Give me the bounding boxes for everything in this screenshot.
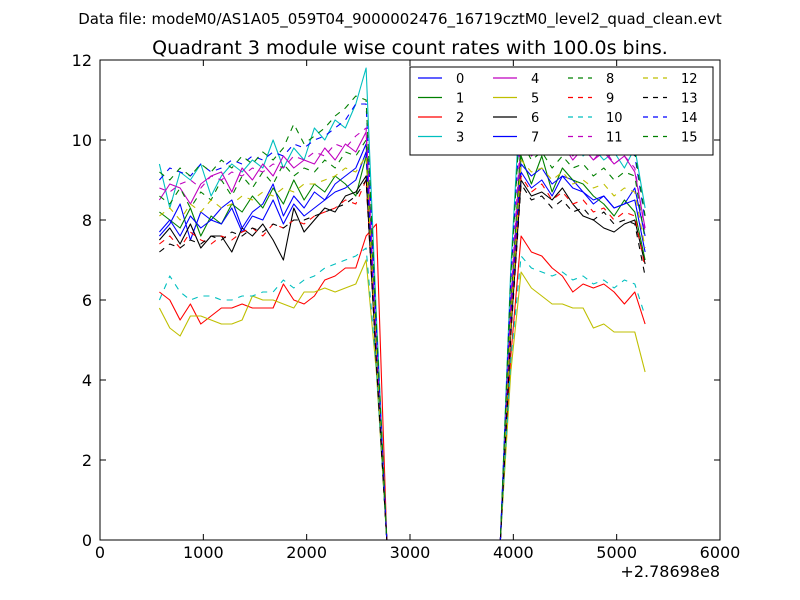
legend-entry-8: 8	[568, 72, 614, 87]
legend-label: 6	[531, 111, 539, 126]
chart-title: Quadrant 3 module wise count rates with …	[152, 37, 668, 59]
legend-entry-1: 1	[418, 92, 464, 107]
legend-label: 5	[531, 92, 539, 107]
series-line-5	[158, 259, 646, 540]
series-line-15	[159, 95, 646, 540]
series-line-13	[159, 179, 646, 540]
legend-label: 0	[456, 72, 464, 87]
series-line-10	[158, 247, 646, 540]
series-line-8	[159, 139, 646, 540]
series-line-1	[159, 155, 646, 540]
series-line-11	[159, 103, 646, 540]
chart-supertitle: Data file: modeM0/AS1A05_059T04_90000024…	[78, 10, 722, 29]
x-tick-label: 5000	[596, 543, 637, 562]
legend-label: 14	[681, 111, 698, 126]
legend-entry-4: 4	[493, 72, 539, 87]
x-tick-label: 2000	[286, 543, 327, 562]
x-tick-label: 0	[95, 543, 105, 562]
legend-entry-10: 10	[568, 111, 623, 126]
legend-entry-7: 7	[493, 131, 539, 146]
legend-entry-9: 9	[568, 92, 614, 107]
y-tick-label: 6	[82, 291, 92, 310]
legend-label: 2	[456, 111, 464, 126]
series-line-14	[158, 103, 646, 540]
legend-entry-3: 3	[418, 131, 464, 146]
series-line-0	[158, 143, 646, 540]
legend-label: 3	[456, 131, 464, 146]
y-tick-label: 4	[82, 371, 92, 390]
legend-label: 13	[681, 92, 698, 107]
y-tick-label: 12	[72, 51, 92, 70]
legend-entry-12: 12	[643, 72, 698, 87]
series-line-7	[158, 151, 646, 540]
legend-label: 7	[531, 131, 539, 146]
y-tick-label: 0	[82, 531, 92, 550]
y-tick-label: 8	[82, 211, 92, 230]
series-line-4	[158, 131, 646, 540]
legend-entry-11: 11	[568, 131, 623, 146]
legend-label: 9	[606, 92, 614, 107]
x-tick-label: 3000	[390, 543, 431, 562]
x-tick-label: 6000	[700, 543, 741, 562]
x-tick-label: 4000	[493, 543, 534, 562]
legend-label: 12	[681, 72, 698, 87]
legend-label: 11	[606, 131, 623, 146]
legend-entry-5: 5	[493, 92, 539, 107]
legend-entry-0: 0	[418, 72, 464, 87]
legend-label: 15	[681, 131, 698, 146]
series-line-9	[159, 175, 646, 540]
series-line-6	[158, 175, 646, 540]
legend-label: 10	[606, 111, 623, 126]
series-line-12	[159, 155, 646, 540]
legend-label: 4	[531, 72, 539, 87]
legend-entry-14: 14	[643, 111, 698, 126]
y-tick-label: 10	[72, 131, 92, 150]
legend-entry-13: 13	[643, 92, 698, 107]
x-offset-label: +2.78698e8	[620, 562, 720, 581]
y-tick-label: 2	[82, 451, 92, 470]
legend-entry-6: 6	[493, 111, 539, 126]
legend-entry-2: 2	[418, 111, 464, 126]
legend-entry-15: 15	[643, 131, 698, 146]
series-line-2	[159, 223, 646, 540]
legend-label: 8	[606, 72, 614, 87]
x-tick-label: 1000	[183, 543, 224, 562]
legend-box	[409, 66, 714, 156]
legend-label: 1	[456, 92, 464, 107]
